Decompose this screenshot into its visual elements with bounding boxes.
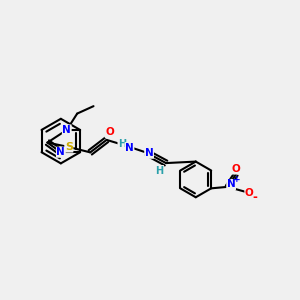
Text: O: O: [105, 128, 114, 137]
Text: H: H: [155, 166, 164, 176]
Text: N: N: [125, 142, 134, 153]
Text: H: H: [118, 139, 126, 149]
Text: +: +: [233, 175, 241, 184]
Text: N: N: [56, 147, 65, 157]
Text: -: -: [253, 191, 258, 204]
Text: N: N: [145, 148, 154, 158]
Text: N: N: [227, 179, 236, 190]
Text: S: S: [65, 142, 73, 152]
Text: O: O: [232, 164, 240, 174]
Text: O: O: [245, 188, 254, 198]
Text: N: N: [62, 125, 71, 135]
